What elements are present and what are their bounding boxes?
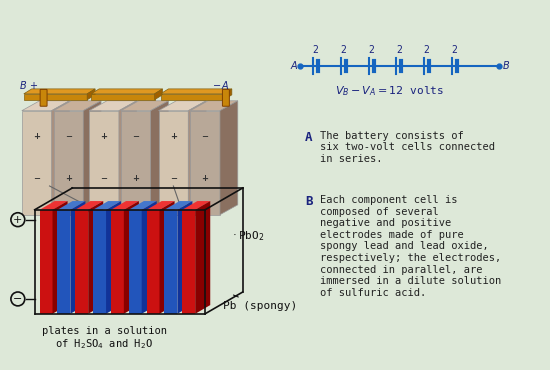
Text: −: − xyxy=(170,174,177,183)
Text: 2: 2 xyxy=(396,45,402,55)
Text: −: − xyxy=(65,132,72,141)
Polygon shape xyxy=(220,101,238,215)
Text: +: + xyxy=(13,215,23,225)
Text: +: + xyxy=(202,174,208,183)
Polygon shape xyxy=(142,201,157,314)
Polygon shape xyxy=(111,201,139,210)
Text: plates in a solution
of H$_2$SO$_4$ and H$_2$O: plates in a solution of H$_2$SO$_4$ and … xyxy=(42,326,167,352)
Text: The battery consists of
six two-volt cells connected
in series.: The battery consists of six two-volt cel… xyxy=(320,131,495,164)
Text: 2: 2 xyxy=(312,45,318,55)
Text: 2: 2 xyxy=(424,45,430,55)
Text: PbO$_2$: PbO$_2$ xyxy=(235,229,264,243)
Polygon shape xyxy=(164,210,177,314)
Polygon shape xyxy=(155,89,162,100)
Polygon shape xyxy=(195,201,210,314)
Polygon shape xyxy=(182,201,210,210)
FancyBboxPatch shape xyxy=(40,90,47,106)
Polygon shape xyxy=(75,201,103,210)
Polygon shape xyxy=(129,201,157,210)
Polygon shape xyxy=(161,89,232,94)
Polygon shape xyxy=(57,210,70,314)
Polygon shape xyxy=(53,111,83,215)
Polygon shape xyxy=(89,101,137,111)
Text: +: + xyxy=(33,132,40,141)
Polygon shape xyxy=(87,89,95,100)
Text: +: + xyxy=(132,174,139,183)
Text: −: − xyxy=(202,132,208,141)
Polygon shape xyxy=(52,201,68,314)
Text: +: + xyxy=(101,132,108,141)
Text: 2: 2 xyxy=(368,45,374,55)
Text: $V_B - V_A = 12$ volts: $V_B - V_A = 12$ volts xyxy=(335,84,444,98)
Polygon shape xyxy=(57,201,85,210)
Polygon shape xyxy=(164,201,192,210)
Text: −: − xyxy=(33,174,40,183)
Polygon shape xyxy=(53,101,101,111)
Polygon shape xyxy=(160,201,174,314)
Polygon shape xyxy=(24,89,95,94)
Polygon shape xyxy=(151,101,168,215)
Polygon shape xyxy=(52,101,69,215)
FancyBboxPatch shape xyxy=(222,90,229,106)
Polygon shape xyxy=(106,201,121,314)
Polygon shape xyxy=(182,210,195,314)
Polygon shape xyxy=(121,101,168,111)
Polygon shape xyxy=(190,111,220,215)
Text: −: − xyxy=(101,174,108,183)
Polygon shape xyxy=(91,94,155,100)
Polygon shape xyxy=(40,210,52,314)
Polygon shape xyxy=(75,210,88,314)
Text: 2: 2 xyxy=(452,45,457,55)
Text: A: A xyxy=(290,61,297,71)
Polygon shape xyxy=(129,210,142,314)
Text: +: + xyxy=(65,174,72,183)
Polygon shape xyxy=(40,201,68,210)
Polygon shape xyxy=(158,111,188,215)
Text: A: A xyxy=(222,81,229,91)
Polygon shape xyxy=(70,201,85,314)
Text: +: + xyxy=(170,132,177,141)
Polygon shape xyxy=(121,111,151,215)
Polygon shape xyxy=(119,101,137,215)
Polygon shape xyxy=(83,101,101,215)
Text: B: B xyxy=(20,81,26,91)
Polygon shape xyxy=(147,210,159,314)
Polygon shape xyxy=(22,111,52,215)
Text: −: − xyxy=(213,81,221,91)
Polygon shape xyxy=(147,201,174,210)
Polygon shape xyxy=(158,101,206,111)
Polygon shape xyxy=(88,201,103,314)
Text: +: + xyxy=(29,81,37,91)
Polygon shape xyxy=(161,94,224,100)
Text: 2: 2 xyxy=(340,45,346,55)
Polygon shape xyxy=(111,210,124,314)
Polygon shape xyxy=(177,201,192,314)
Text: B: B xyxy=(305,195,312,208)
Text: B: B xyxy=(502,61,509,71)
Text: −: − xyxy=(13,294,23,304)
Polygon shape xyxy=(22,101,69,111)
Text: A: A xyxy=(305,131,312,144)
Polygon shape xyxy=(188,101,206,215)
Text: Each component cell is
composed of several
negative and positive
electrodes made: Each component cell is composed of sever… xyxy=(320,195,501,298)
Polygon shape xyxy=(93,201,121,210)
Polygon shape xyxy=(124,201,139,314)
Polygon shape xyxy=(93,210,106,314)
Polygon shape xyxy=(91,89,162,94)
Polygon shape xyxy=(190,101,238,111)
Polygon shape xyxy=(224,89,232,100)
Polygon shape xyxy=(89,111,119,215)
Text: −: − xyxy=(132,132,139,141)
Polygon shape xyxy=(24,94,87,100)
Text: Pb (spongy): Pb (spongy) xyxy=(223,295,297,311)
